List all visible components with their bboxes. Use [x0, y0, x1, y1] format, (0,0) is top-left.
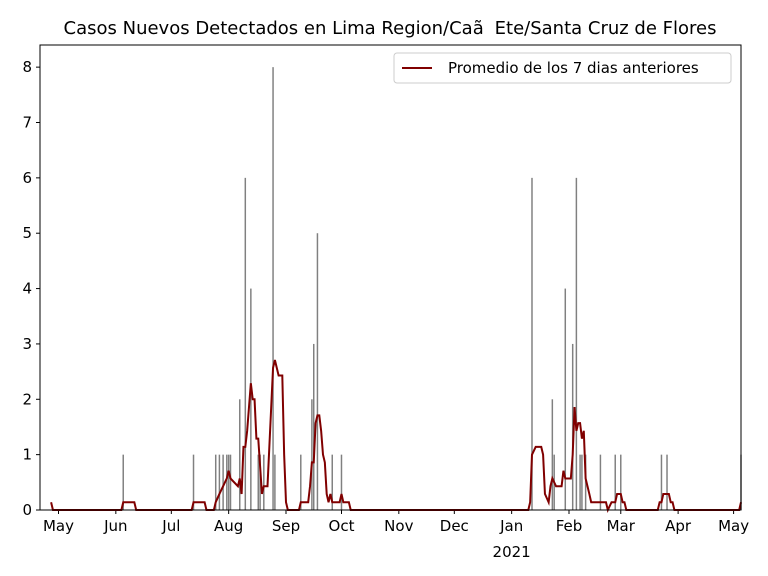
- bar: [581, 454, 583, 510]
- bar: [218, 454, 221, 510]
- bar: [192, 454, 195, 510]
- bar: [660, 454, 663, 510]
- y-tick-label: 7: [22, 114, 32, 132]
- bar: [274, 454, 276, 510]
- chart-title: Casos Nuevos Detectados en Lima Region/C…: [64, 18, 717, 39]
- bar: [666, 454, 668, 510]
- bar: [257, 454, 259, 510]
- bar: [313, 343, 315, 510]
- x-tick-year: 2021: [493, 543, 531, 561]
- x-tick-label: Nov: [384, 517, 413, 535]
- bar: [227, 454, 230, 510]
- y-tick-label: 5: [22, 224, 32, 242]
- bar: [239, 399, 241, 510]
- bar: [122, 454, 124, 510]
- bar: [226, 454, 228, 510]
- x-tick-label: Feb: [556, 517, 583, 535]
- bar: [311, 399, 313, 510]
- x-tick-label: Aug: [214, 517, 243, 535]
- bar: [250, 288, 252, 510]
- bar: [222, 454, 224, 510]
- bar: [272, 67, 274, 511]
- x-tick-label: May: [43, 517, 74, 535]
- bar: [214, 454, 217, 510]
- bar: [575, 177, 578, 510]
- line: [50, 359, 742, 513]
- y-tick-label: 6: [22, 169, 32, 187]
- bar: [531, 177, 533, 510]
- x-tick-label: Apr: [665, 517, 692, 535]
- bar: [340, 454, 343, 510]
- x-tick-label: May: [718, 517, 749, 535]
- bar: [579, 454, 581, 510]
- x-tick-label: Oct: [329, 517, 355, 535]
- x-tick-label: Jun: [103, 517, 127, 535]
- x-tick-label: Dec: [440, 517, 469, 535]
- legend-label: Promedio de los 7 dias anteriores: [448, 59, 699, 77]
- bar: [244, 177, 247, 510]
- legend-box: [393, 52, 732, 84]
- bar: [571, 343, 574, 510]
- bar: [300, 454, 302, 510]
- bar: [620, 454, 622, 510]
- bar: [229, 454, 232, 510]
- y-tick-label: 4: [22, 280, 32, 298]
- y-tick-label: 2: [22, 390, 32, 408]
- bar: [316, 233, 319, 510]
- bar: [564, 288, 567, 510]
- x-tick-label: Jul: [161, 517, 180, 535]
- bar: [599, 454, 602, 510]
- axes-frame: [39, 44, 742, 511]
- y-tick-label: 8: [22, 58, 32, 76]
- x-tick-label: Jan: [499, 517, 523, 535]
- bar: [551, 399, 554, 510]
- y-tick-label: 1: [22, 446, 32, 464]
- y-tick-label: 3: [22, 335, 32, 353]
- bar: [331, 454, 333, 510]
- bar: [259, 454, 261, 510]
- x-tick-label: Mar: [607, 517, 636, 535]
- x-tick-label: Sep: [272, 517, 300, 535]
- bar: [614, 454, 616, 510]
- bar: [263, 454, 265, 510]
- y-tick-label: 0: [22, 501, 32, 519]
